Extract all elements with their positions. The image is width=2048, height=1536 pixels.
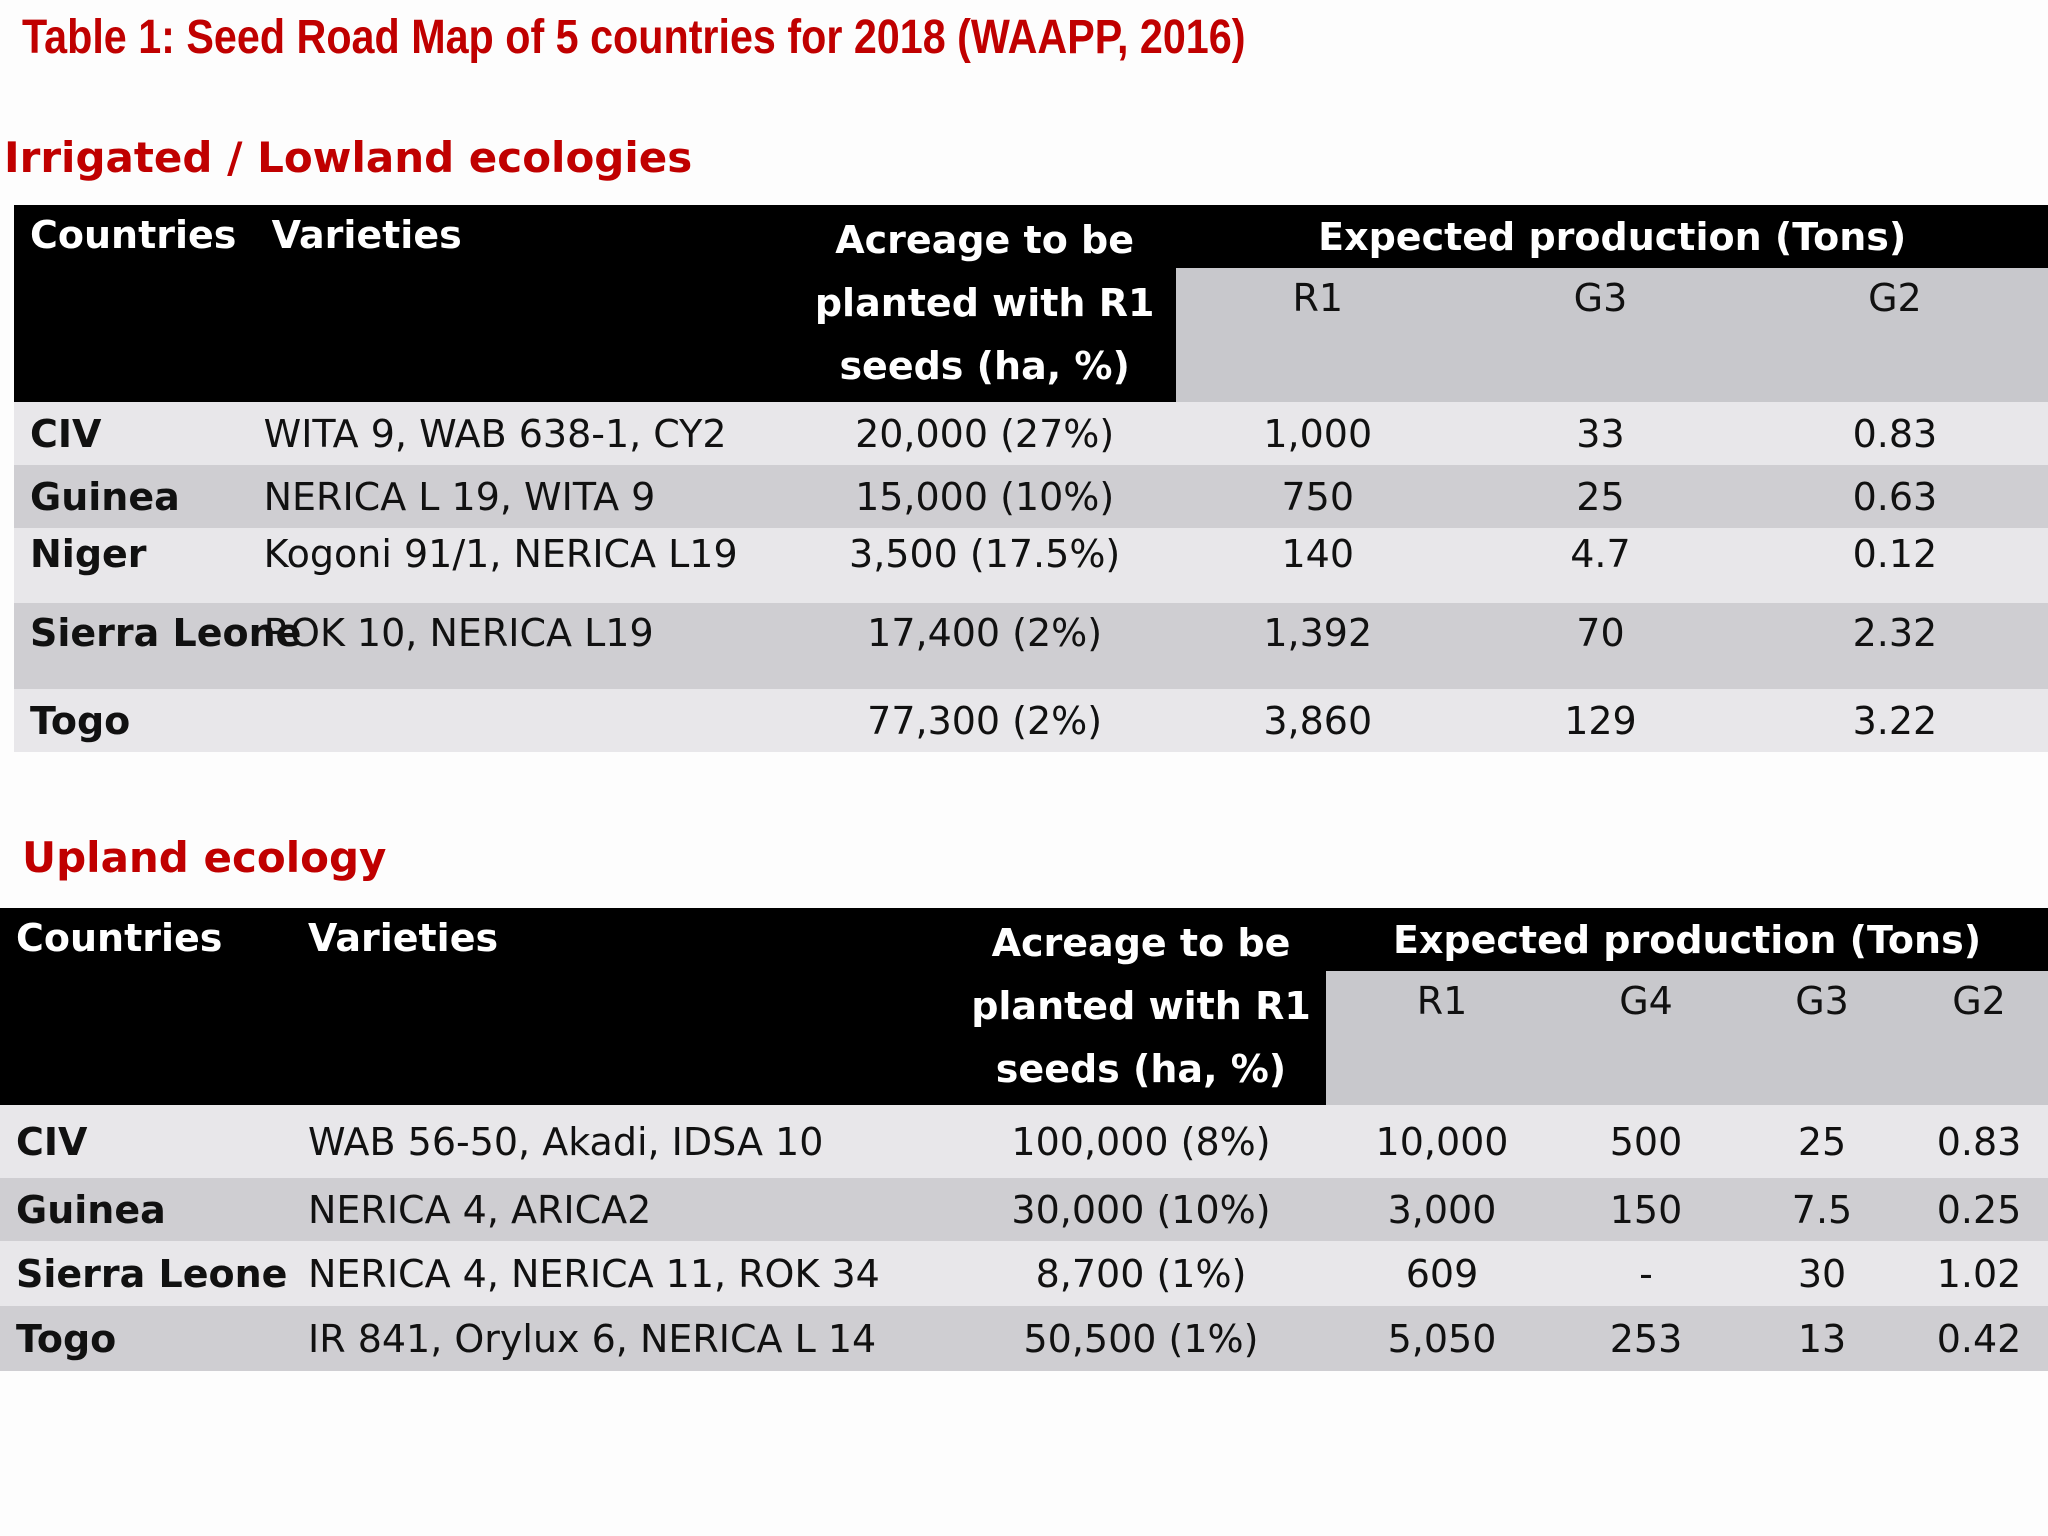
value-cell: - <box>1558 1241 1734 1306</box>
value-cell: 1,000 <box>1176 402 1460 465</box>
value-cell: 129 <box>1459 689 1742 752</box>
acreage-cell: 8,700 (1%) <box>956 1241 1326 1306</box>
header-sub-g4: G4 <box>1558 971 1734 1105</box>
header-sub-g3: G3 <box>1734 971 1910 1105</box>
header-acreage-line: Acreage to be <box>835 218 1135 262</box>
value-cell: 0.12 <box>1741 528 2048 603</box>
value-cell: 7.5 <box>1734 1178 1910 1241</box>
value-cell: 33 <box>1459 402 1742 465</box>
upland-table: Countries Varieties Acreage to be plante… <box>0 908 2048 1371</box>
varieties-cell: NERICA 4, ARICA2 <box>300 1178 956 1241</box>
value-cell: 3.22 <box>1741 689 2048 752</box>
header-acreage-line: seeds (ha, %) <box>995 1047 1287 1091</box>
value-cell: 3,000 <box>1326 1178 1558 1241</box>
value-cell: 0.42 <box>1910 1306 2048 1371</box>
table-row: Guinea NERICA 4, ARICA2 30,000 (10%) 3,0… <box>0 1178 2048 1241</box>
header-expected-production: Expected production (Tons) <box>1326 908 2048 971</box>
country-cell: CIV <box>0 1105 300 1178</box>
section-title-irrigated: Irrigated / Lowland ecologies <box>4 133 693 182</box>
country-cell: Guinea <box>14 465 256 528</box>
header-varieties: Varieties <box>300 908 956 1105</box>
country-cell: Niger <box>14 528 256 603</box>
header-expected-production: Expected production (Tons) <box>1176 205 2048 268</box>
varieties-cell: IR 841, Orylux 6, NERICA L 14 <box>300 1306 956 1371</box>
varieties-cell: WAB 56-50, Akadi, IDSA 10 <box>300 1105 956 1178</box>
value-cell: 140 <box>1176 528 1460 603</box>
header-acreage: Acreage to be planted with R1 seeds (ha,… <box>956 908 1326 1105</box>
value-cell: 3,860 <box>1176 689 1460 752</box>
header-acreage-line: seeds (ha, %) <box>839 344 1130 388</box>
value-cell: 70 <box>1459 603 1742 689</box>
header-sub-g2: G2 <box>1741 268 2048 402</box>
header-acreage-line: planted with R1 <box>971 984 1311 1028</box>
country-cell: Guinea <box>0 1178 300 1241</box>
value-cell: 30 <box>1734 1241 1910 1306</box>
header-sub-g3: G3 <box>1459 268 1742 402</box>
header-acreage-line: planted with R1 <box>814 281 1155 325</box>
irrigated-lowland-table: Countries Varieties Acreage to be plante… <box>14 205 2048 752</box>
varieties-cell: Kogoni 91/1, NERICA L19 <box>255 528 793 603</box>
table-row: Niger Kogoni 91/1, NERICA L19 3,500 (17.… <box>14 528 2048 603</box>
value-cell: 2.32 <box>1741 603 2048 689</box>
value-cell: 150 <box>1558 1178 1734 1241</box>
value-cell: 1,392 <box>1176 603 1460 689</box>
header-countries: Countries <box>14 205 256 402</box>
value-cell: 10,000 <box>1326 1105 1558 1178</box>
acreage-cell: 20,000 (27%) <box>792 402 1177 465</box>
value-cell: 25 <box>1459 465 1742 528</box>
acreage-cell: 77,300 (2%) <box>792 689 1177 752</box>
table-row: CIV WITA 9, WAB 638-1, CY2 20,000 (27%) … <box>14 402 2048 465</box>
acreage-cell: 50,500 (1%) <box>956 1306 1326 1371</box>
varieties-cell: NERICA 4, NERICA 11, ROK 34 <box>300 1241 956 1306</box>
header-sub-g2: G2 <box>1910 971 2048 1105</box>
value-cell: 253 <box>1558 1306 1734 1371</box>
header-acreage: Acreage to be planted with R1 seeds (ha,… <box>792 205 1177 402</box>
page-title: Table 1: Seed Road Map of 5 countries fo… <box>22 11 1246 64</box>
acreage-cell: 30,000 (10%) <box>956 1178 1326 1241</box>
value-cell: 750 <box>1176 465 1460 528</box>
table-row: CIV WAB 56-50, Akadi, IDSA 10 100,000 (8… <box>0 1105 2048 1178</box>
country-cell: Sierra Leone <box>14 603 301 689</box>
table-row: Togo 77,300 (2%) 3,860 129 3.22 <box>14 689 2048 752</box>
country-cell: Togo <box>14 689 256 752</box>
header-sub-r1: R1 <box>1176 268 1460 402</box>
table-row: Togo IR 841, Orylux 6, NERICA L 14 50,50… <box>0 1306 2048 1371</box>
header-acreage-line: Acreage to be <box>991 921 1291 965</box>
value-cell: 0.83 <box>1741 402 2048 465</box>
acreage-cell: 15,000 (10%) <box>792 465 1177 528</box>
value-cell: 0.63 <box>1741 465 2048 528</box>
value-cell: 0.83 <box>1910 1105 2048 1178</box>
value-cell: 500 <box>1558 1105 1734 1178</box>
value-cell: 1.02 <box>1910 1241 2048 1306</box>
acreage-cell: 100,000 (8%) <box>956 1105 1326 1178</box>
acreage-cell: 3,500 (17.5%) <box>792 528 1177 603</box>
value-cell: 5,050 <box>1326 1306 1558 1371</box>
value-cell: 25 <box>1734 1105 1910 1178</box>
table-row: Sierra Leone ROK 10, NERICA L19 17,400 (… <box>14 603 2048 689</box>
value-cell: 609 <box>1326 1241 1558 1306</box>
varieties-cell: WITA 9, WAB 638-1, CY2 <box>255 402 793 465</box>
varieties-cell: ROK 10, NERICA L19 <box>255 603 793 689</box>
acreage-cell: 17,400 (2%) <box>792 603 1177 689</box>
value-cell: 4.7 <box>1459 528 1742 603</box>
header-countries: Countries <box>0 908 300 1105</box>
value-cell: 0.25 <box>1910 1178 2048 1241</box>
country-cell: Togo <box>0 1306 300 1371</box>
country-cell: CIV <box>14 402 256 465</box>
header-varieties: Varieties <box>255 205 793 402</box>
table-row: Guinea NERICA L 19, WITA 9 15,000 (10%) … <box>14 465 2048 528</box>
varieties-cell <box>255 689 793 752</box>
country-cell: Sierra Leone <box>0 1241 300 1306</box>
section-title-upland: Upland ecology <box>22 833 387 882</box>
value-cell: 13 <box>1734 1306 1910 1371</box>
header-sub-r1: R1 <box>1326 971 1558 1105</box>
table-row: Sierra Leone NERICA 4, NERICA 11, ROK 34… <box>0 1241 2048 1306</box>
varieties-cell: NERICA L 19, WITA 9 <box>255 465 793 528</box>
